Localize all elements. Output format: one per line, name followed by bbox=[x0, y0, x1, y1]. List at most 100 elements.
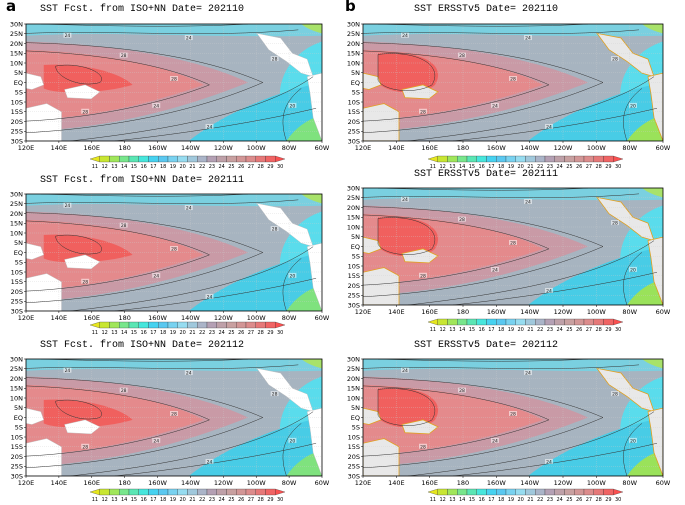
colorbar-tick-label: 29 bbox=[605, 327, 611, 333]
colorbar-tick-label: 24 bbox=[218, 164, 224, 170]
colorbar-swatch bbox=[544, 155, 555, 163]
contour-label-bg bbox=[458, 52, 466, 58]
land-mask bbox=[363, 267, 400, 305]
contour-label: 24 bbox=[546, 459, 552, 465]
contour-label-bg bbox=[119, 222, 128, 228]
colorbar-swatch bbox=[427, 488, 438, 496]
contour-line bbox=[407, 76, 655, 141]
colorbar-tick-label: 19 bbox=[170, 330, 176, 336]
colorbar-swatch bbox=[437, 318, 448, 326]
contour-label-bg bbox=[288, 102, 297, 108]
lat-tick-label: EQ bbox=[14, 249, 23, 257]
colorbar-tick-label: 16 bbox=[140, 330, 146, 336]
lat-tick-label: 25S bbox=[348, 292, 360, 300]
colorbar-tick-label: 30 bbox=[277, 497, 283, 503]
colorbar-tick-label: 26 bbox=[238, 330, 244, 336]
lon-tick-label: 120W bbox=[554, 144, 573, 152]
colorbar-swatch bbox=[177, 321, 188, 329]
lon-tick-label: 120W bbox=[214, 479, 233, 487]
colorbar-swatch bbox=[255, 488, 266, 496]
colorbar-tick-label: 14 bbox=[459, 327, 465, 333]
lat-tick-label: 25S bbox=[348, 463, 360, 471]
colorbar: 11 12 13 14 15 16 17 18 19 20 21 22 23 24 25 26 27 28 29 30 bbox=[427, 488, 624, 503]
colorbar-swatch bbox=[457, 155, 468, 163]
colorbar-tick-label: 18 bbox=[498, 327, 504, 333]
panel-title: SST ERSSTv5 Date= 202111 bbox=[414, 169, 559, 180]
contour-label-bg bbox=[205, 123, 214, 129]
land-mask bbox=[647, 407, 663, 476]
lon-tick-label: 80W bbox=[282, 314, 297, 322]
sst-warm-core bbox=[43, 64, 133, 93]
panel-title: SST Fcst. from ISO+NN Date= 202112 bbox=[40, 340, 245, 351]
colorbar-swatch bbox=[496, 318, 507, 326]
colorbar-swatch bbox=[466, 155, 477, 163]
lat-tick-label: 20S bbox=[348, 453, 360, 461]
colorbar-swatch bbox=[427, 155, 438, 163]
colorbar-swatch bbox=[496, 488, 507, 496]
colorbar-swatch bbox=[99, 488, 110, 496]
contour-label: 28 bbox=[82, 444, 88, 450]
lon-tick-label: 160E bbox=[421, 144, 438, 152]
colorbar-tick-label: 12 bbox=[439, 327, 445, 333]
colorbar-swatch bbox=[554, 488, 565, 496]
colorbar-tick-label: 12 bbox=[101, 164, 107, 170]
contour-line bbox=[282, 258, 302, 311]
contour-label-bg bbox=[170, 75, 178, 81]
colorbar-swatch bbox=[496, 155, 507, 163]
colorbar-tick-label: 26 bbox=[576, 164, 582, 170]
sst-warm-core bbox=[43, 234, 133, 263]
contour-line bbox=[26, 199, 299, 204]
lat-tick-label: 15N bbox=[10, 220, 23, 228]
colorbar-tick-label: 11 bbox=[430, 327, 436, 333]
colorbar-swatch bbox=[226, 155, 237, 163]
colorbar-tick-label: 26 bbox=[576, 327, 582, 333]
contour-label: 20 bbox=[290, 103, 296, 109]
colorbar-tick-label: 22 bbox=[537, 164, 543, 170]
colorbar-swatch bbox=[486, 488, 497, 496]
contour-line bbox=[363, 385, 550, 457]
contour-label: 28 bbox=[510, 76, 516, 82]
lat-tick-label: 10N bbox=[10, 394, 23, 402]
colorbar-swatch bbox=[457, 318, 468, 326]
colorbar-tick-label: 28 bbox=[595, 327, 601, 333]
contour-label: 24 bbox=[402, 33, 408, 39]
colorbar: 11 12 13 14 15 16 17 18 19 20 21 22 23 24 25 26 27 28 29 30 bbox=[89, 488, 286, 503]
colorbar-swatch bbox=[525, 155, 536, 163]
colorbar-tick-label: 28 bbox=[595, 164, 601, 170]
lon-tick-label: 60W bbox=[315, 479, 330, 487]
colorbar-swatch bbox=[245, 155, 256, 163]
sst-corner-cold bbox=[642, 359, 663, 369]
land-mask bbox=[26, 242, 45, 260]
colorbar-tick-label: 11 bbox=[92, 497, 98, 503]
colorbar-tick-label: 23 bbox=[209, 497, 215, 503]
contour-label-bg bbox=[545, 123, 553, 129]
contour-label: 20 bbox=[290, 273, 296, 279]
sst-map-forecast-202112: 24282824242828242030N25N20N15N10N5NEQ5S1… bbox=[10, 355, 330, 487]
land-mask bbox=[26, 407, 45, 425]
lon-tick-label: 140W bbox=[181, 479, 200, 487]
colorbar-swatch bbox=[457, 488, 468, 496]
contour-label: 24 bbox=[525, 371, 531, 377]
contour-label-bg bbox=[458, 387, 466, 393]
land-mask bbox=[401, 84, 439, 100]
colorbar-tick-label: 24 bbox=[218, 497, 224, 503]
colorbar-swatch bbox=[476, 318, 487, 326]
lat-tick-label: 30S bbox=[348, 137, 360, 145]
contour-label-bg bbox=[458, 216, 466, 222]
contour-line bbox=[26, 385, 211, 457]
land-mask bbox=[306, 242, 322, 311]
contour-line bbox=[282, 88, 302, 141]
colorbar-tick-label: 11 bbox=[92, 164, 98, 170]
lat-tick-label: 15S bbox=[11, 108, 23, 116]
land-mask bbox=[306, 407, 322, 476]
sst-corner-cold bbox=[642, 24, 663, 34]
contour-line bbox=[452, 107, 658, 141]
contour-label-bg bbox=[629, 437, 637, 443]
contour-label: 24 bbox=[153, 103, 159, 109]
colorbar-swatch bbox=[99, 321, 110, 329]
colorbar: 11 12 13 14 15 16 17 18 19 20 21 22 23 24 25 26 27 28 29 30 bbox=[89, 155, 286, 170]
contour-line bbox=[407, 411, 655, 476]
sst-south-cool bbox=[188, 252, 322, 311]
colorbar-tick-label: 13 bbox=[449, 327, 455, 333]
contour-label: 24 bbox=[65, 33, 71, 39]
